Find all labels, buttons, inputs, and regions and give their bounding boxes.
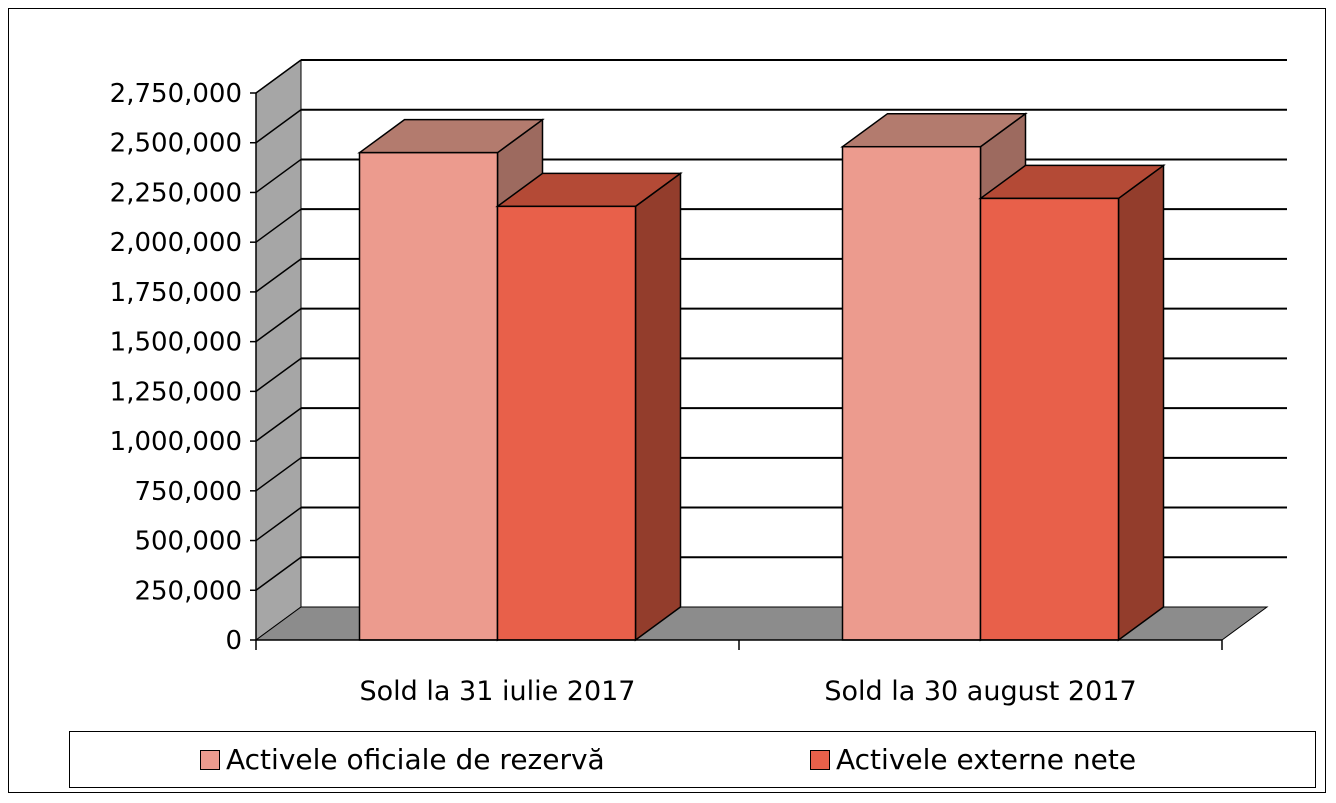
axes	[250, 92, 1223, 650]
y-tick-label: 2,500,000	[110, 129, 242, 159]
legend-item-series-1: Activele oficiale de rezervă	[200, 743, 605, 776]
bar-side	[634, 171, 682, 642]
bars	[357, 112, 1166, 642]
y-tick-label: 500,000	[134, 527, 242, 557]
y-tick-label: 2,750,000	[110, 79, 242, 109]
bar-front	[841, 145, 982, 641]
grid-line-side	[255, 357, 302, 392]
side-wall	[255, 59, 302, 641]
bar-front	[358, 151, 499, 641]
grid-line-side	[255, 556, 302, 591]
grid-line-side	[255, 158, 302, 194]
grid-line-side	[255, 457, 302, 492]
y-tick-label: 1,750,000	[110, 278, 242, 308]
grid-line-side	[255, 258, 302, 293]
grid-line-side	[255, 109, 302, 144]
y-tick-label: 1,500,000	[110, 328, 242, 358]
y-tick-label: 2,000,000	[110, 228, 242, 258]
grid-line-side	[255, 308, 302, 343]
x-tick-labels: Sold la 31 iulie 2017 Sold la 30 august 2…	[360, 676, 1137, 707]
bar-side	[1117, 163, 1165, 642]
y-tick-label: 1,250,000	[110, 377, 242, 407]
y-tick-label: 2,250,000	[110, 178, 242, 208]
bar-1-series-2	[495, 171, 683, 642]
grid-line-side	[255, 59, 302, 94]
grid-line-side	[255, 208, 302, 243]
grid-line-side	[255, 407, 302, 442]
legend-label-series-1: Activele oficiale de rezervă	[226, 743, 605, 776]
x-tick-label: Sold la 30 august 2017	[824, 676, 1136, 707]
y-tick-labels: 0 250,000 500,000 750,000 1,000,000 1,250,000…	[110, 79, 242, 656]
legend-swatch-series-1	[200, 749, 220, 770]
y-tick-label: 750,000	[134, 477, 242, 507]
x-tick-label: Sold la 31 iulie 2017	[360, 676, 636, 707]
bar-front	[979, 197, 1120, 641]
y-tick-label: 1,000,000	[110, 427, 242, 457]
grid-line-side	[255, 506, 302, 542]
chart-plot: 0 250,000 500,000 750,000 1,000,000 1,250,000…	[110, 59, 1287, 707]
chart-frame: 0 250,000 500,000 750,000 1,000,000 1,250,000…	[8, 8, 1326, 793]
bar-2-series-2	[978, 163, 1166, 642]
legend-swatch-series-2	[810, 749, 830, 770]
legend-item-series-2: Activele externe nete	[810, 743, 1136, 776]
bar-front	[496, 205, 637, 641]
legend-label-series-2: Activele externe nete	[836, 743, 1137, 776]
y-tick-label: 0	[225, 626, 242, 656]
legend: Activele oficiale de rezervă Activele ex…	[69, 731, 1316, 788]
y-tick-label: 250,000	[134, 576, 242, 606]
